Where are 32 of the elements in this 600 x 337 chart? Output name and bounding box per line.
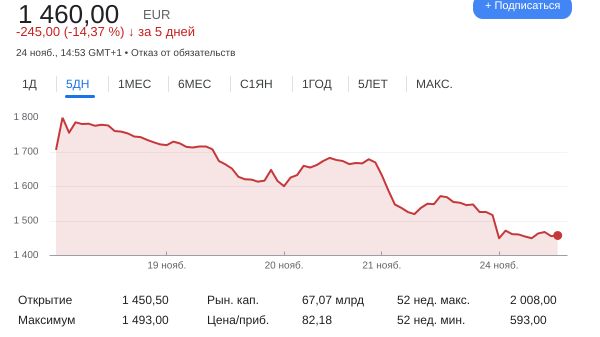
y-tick-label: 1 600 (13, 181, 39, 192)
text: 24 нояб., 14:53 GMT+1 • Отказ от обязательств (16, 47, 236, 61)
x-tick-label: 24 нояб. (480, 260, 519, 272)
y-tick-label: 1 500 (13, 216, 39, 226)
text: 67,07 млрд (302, 292, 364, 309)
text: 82,18 (302, 312, 332, 329)
text: 6МЕС (178, 76, 212, 93)
text: 1МЕС (118, 76, 152, 93)
text: Максимум (18, 312, 76, 329)
x-tick-label: 21 нояб. (362, 260, 402, 272)
text: 5ДН (66, 76, 90, 93)
text: Цена/приб. (207, 312, 270, 329)
text: EUR (143, 6, 170, 24)
y-tick-label: 1 400 (13, 250, 39, 261)
text: Рын. кап. (207, 292, 259, 309)
text: Открытие (18, 292, 72, 309)
text: + Подписаться (473, 0, 572, 19)
text: 2 008,00 (510, 292, 557, 309)
text: С1ЯН (240, 76, 273, 93)
text: 52 нед. макс. (397, 292, 470, 309)
text: 1Д (22, 76, 37, 93)
text: 5ЛЕТ (358, 76, 388, 93)
text: 593,00 (510, 312, 547, 329)
text: МАКС. (416, 76, 453, 93)
text: 1ГОД (302, 76, 332, 93)
x-tick-label: 20 нояб. (264, 260, 304, 272)
y-tick-label: 1 800 (13, 112, 39, 123)
y-tick-label: 1 700 (13, 146, 39, 158)
text: 52 нед. мин. (397, 312, 466, 329)
text: 1 450,50 (122, 292, 169, 309)
x-tick-label: 19 нояб. (147, 260, 186, 272)
text: 1 493,00 (122, 312, 169, 329)
